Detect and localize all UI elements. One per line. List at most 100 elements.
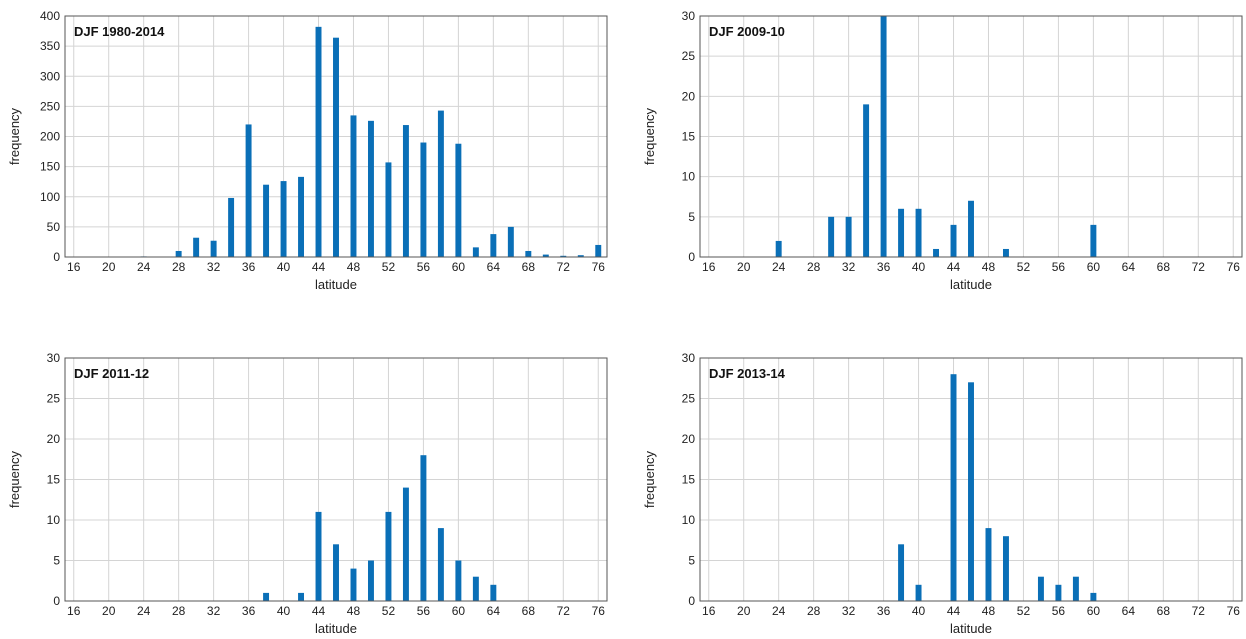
bar bbox=[950, 224, 957, 257]
y-tick-label: 0 bbox=[53, 250, 60, 264]
x-tick-label: 40 bbox=[277, 604, 291, 618]
x-tick-label: 72 bbox=[557, 604, 571, 618]
bar bbox=[472, 247, 479, 257]
x-tick-label: 20 bbox=[102, 260, 116, 274]
x-tick-label: 44 bbox=[312, 260, 326, 274]
bar bbox=[915, 584, 922, 601]
bar bbox=[455, 560, 462, 601]
x-tick-label: 28 bbox=[172, 604, 186, 618]
y-axis-label: frequency bbox=[7, 107, 22, 165]
bar bbox=[333, 544, 339, 601]
x-tick-label: 64 bbox=[1122, 604, 1136, 618]
x-tick-label: 40 bbox=[912, 604, 926, 618]
x-tick-label: 72 bbox=[557, 260, 571, 274]
panel-title: DJF 2013-14 bbox=[709, 366, 786, 381]
x-tick-label: 24 bbox=[137, 604, 151, 618]
bar bbox=[367, 560, 374, 601]
x-tick-label: 28 bbox=[172, 260, 186, 274]
bar bbox=[1055, 584, 1062, 601]
x-tick-label: 64 bbox=[1122, 260, 1136, 274]
bar bbox=[898, 544, 905, 601]
bar bbox=[350, 115, 357, 257]
x-tick-label: 56 bbox=[1052, 260, 1066, 274]
bar bbox=[263, 592, 270, 601]
bar bbox=[333, 37, 339, 257]
y-tick-label: 10 bbox=[682, 513, 696, 527]
y-tick-label: 30 bbox=[682, 351, 696, 365]
x-tick-label: 44 bbox=[312, 604, 326, 618]
chart-panel-3: 16 20 24 28 32 36 40 44 48 52 56 60 64 68 72 76 0 5 10 15 20… bbox=[7, 351, 608, 636]
x-tick-label: 68 bbox=[1157, 604, 1171, 618]
bar bbox=[315, 511, 322, 601]
bar bbox=[385, 511, 392, 601]
x-tick-label: 48 bbox=[347, 604, 361, 618]
bar bbox=[1072, 576, 1079, 601]
y-tick-label: 25 bbox=[47, 392, 61, 406]
bar bbox=[245, 124, 252, 257]
x-tick-label: 40 bbox=[277, 260, 291, 274]
y-axis-label: frequency bbox=[642, 450, 657, 508]
x-tick-label: 24 bbox=[772, 604, 786, 618]
x-tick-label: 44 bbox=[947, 260, 961, 274]
x-tick-label: 16 bbox=[67, 604, 81, 618]
y-tick-label: 0 bbox=[688, 250, 695, 264]
bar bbox=[1090, 224, 1097, 257]
x-tick-label: 52 bbox=[382, 604, 396, 618]
bar bbox=[950, 374, 957, 601]
y-tick-label: 20 bbox=[682, 432, 696, 446]
x-tick-label: 16 bbox=[67, 260, 81, 274]
x-tick-label: 48 bbox=[982, 260, 996, 274]
x-tick-label: 76 bbox=[1227, 604, 1241, 618]
bar bbox=[1037, 576, 1044, 601]
x-tick-label: 44 bbox=[947, 604, 961, 618]
y-tick-label: 15 bbox=[682, 473, 696, 487]
x-tick-label: 24 bbox=[137, 260, 151, 274]
x-tick-label: 60 bbox=[452, 604, 466, 618]
plot-frame bbox=[64, 15, 608, 258]
x-tick-label: 48 bbox=[982, 604, 996, 618]
x-tick-label: 76 bbox=[1227, 260, 1241, 274]
x-tick-label: 32 bbox=[207, 260, 221, 274]
bar bbox=[898, 208, 905, 257]
x-tick-label: 16 bbox=[702, 604, 716, 618]
bar bbox=[298, 592, 305, 601]
y-tick-label: 100 bbox=[40, 190, 60, 204]
plot-frame bbox=[699, 357, 1243, 602]
y-tick-label: 350 bbox=[40, 39, 60, 53]
bar bbox=[915, 208, 922, 257]
y-tick-label: 5 bbox=[688, 554, 695, 568]
bar bbox=[968, 200, 974, 257]
x-tick-label: 68 bbox=[522, 260, 536, 274]
bar bbox=[420, 142, 427, 257]
x-axis-label: latitude bbox=[315, 277, 357, 292]
chart-panel-2: 16 20 24 28 32 36 40 44 48 52 56 60 64 68 72 76 0 5 10 15 20… bbox=[642, 9, 1243, 292]
x-tick-label: 40 bbox=[912, 260, 926, 274]
y-tick-label: 0 bbox=[53, 594, 60, 608]
bar bbox=[472, 576, 479, 601]
bar bbox=[402, 125, 409, 258]
bar bbox=[525, 250, 532, 257]
bar bbox=[1002, 248, 1009, 257]
bar bbox=[437, 110, 444, 257]
bar bbox=[933, 248, 940, 257]
chart-panel-4: 16 20 24 28 32 36 40 44 48 52 56 60 64 68 72 76 0 5 10 15 20… bbox=[642, 351, 1243, 636]
bar bbox=[507, 226, 514, 257]
y-tick-label: 50 bbox=[47, 220, 61, 234]
plot-frame bbox=[64, 357, 608, 602]
x-tick-label: 28 bbox=[807, 260, 821, 274]
x-tick-label: 76 bbox=[592, 604, 606, 618]
y-tick-label: 300 bbox=[40, 69, 60, 83]
x-tick-label: 56 bbox=[1052, 604, 1066, 618]
y-tick-label: 0 bbox=[688, 594, 695, 608]
panel-title: DJF 2011-12 bbox=[74, 366, 149, 381]
x-tick-label: 36 bbox=[877, 604, 891, 618]
y-tick-label: 10 bbox=[47, 513, 61, 527]
x-tick-label: 32 bbox=[207, 604, 221, 618]
bar bbox=[1002, 536, 1009, 601]
x-tick-label: 68 bbox=[522, 604, 536, 618]
x-tick-label: 60 bbox=[452, 260, 466, 274]
x-tick-label: 56 bbox=[417, 260, 431, 274]
bar bbox=[437, 528, 444, 601]
y-tick-label: 15 bbox=[682, 130, 696, 144]
